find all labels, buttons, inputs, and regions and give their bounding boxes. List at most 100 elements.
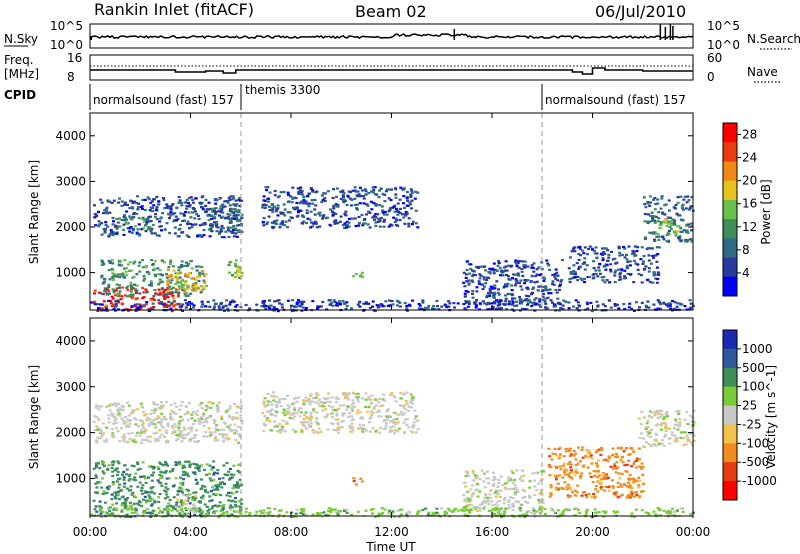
heatmap-cell xyxy=(475,290,479,293)
heatmap-cell xyxy=(176,272,179,276)
heatmap-cell xyxy=(354,483,358,486)
heatmap-cell xyxy=(678,421,682,424)
heatmap-cell xyxy=(287,219,291,222)
heatmap-cell xyxy=(407,303,411,306)
heatmap-cell xyxy=(364,509,368,512)
heatmap-cell xyxy=(196,464,200,467)
heatmap-cell xyxy=(520,469,524,472)
heatmap-cell xyxy=(654,439,658,442)
heatmap-cell xyxy=(166,440,170,443)
heatmap-cell xyxy=(507,506,511,509)
heatmap-cell xyxy=(116,493,120,496)
heatmap-cell xyxy=(125,210,129,213)
heatmap-cell xyxy=(134,291,138,294)
heatmap-cell xyxy=(383,210,387,213)
heatmap-cell xyxy=(565,468,569,471)
heatmap-cell xyxy=(638,479,641,482)
heatmap-cell xyxy=(279,405,283,408)
heatmap-cell xyxy=(652,198,655,201)
heatmap-cell xyxy=(613,257,617,260)
heatmap-cell xyxy=(168,285,172,288)
heatmap-cell xyxy=(130,493,134,496)
heatmap-cell xyxy=(574,468,578,471)
heatmap-cell xyxy=(589,455,592,458)
heatmap-cell xyxy=(401,413,405,416)
heatmap-cell xyxy=(239,502,243,505)
heatmap-cell xyxy=(616,485,620,488)
heatmap-cell xyxy=(327,506,331,510)
heatmap-cell xyxy=(388,430,392,434)
heatmap-cell xyxy=(220,505,224,508)
heatmap-cell xyxy=(341,414,345,417)
heatmap-cell xyxy=(516,490,520,493)
heatmap-cell xyxy=(486,470,490,473)
heatmap-cell xyxy=(410,223,414,226)
heatmap-cell xyxy=(181,437,185,440)
heatmap-cell xyxy=(510,294,514,297)
heatmap-cell xyxy=(221,227,225,230)
heatmap-cell xyxy=(329,510,333,513)
heatmap-cell xyxy=(174,503,178,507)
heatmap-cell xyxy=(478,490,482,493)
heatmap-cell xyxy=(187,235,191,238)
heatmap-cell xyxy=(190,509,194,512)
heatmap-cell xyxy=(98,507,102,510)
heatmap-cell xyxy=(189,508,193,511)
heatmap-cell xyxy=(548,288,552,291)
heatmap-cell xyxy=(122,223,126,226)
heatmap-cell xyxy=(218,501,222,504)
heatmap-cell xyxy=(680,205,684,208)
heatmap-cell xyxy=(404,213,407,216)
heatmap-cell xyxy=(143,477,147,480)
heatmap-cell xyxy=(298,189,302,192)
heatmap-cell xyxy=(537,499,541,502)
heatmap-cell xyxy=(371,305,374,308)
heatmap-cell xyxy=(351,402,355,405)
heatmap-cell xyxy=(309,210,313,213)
heatmap-cell xyxy=(586,456,589,459)
heatmap-cell xyxy=(692,439,696,442)
heatmap-cell xyxy=(292,305,296,308)
heatmap-cell xyxy=(338,220,342,223)
heatmap-cell xyxy=(668,511,672,514)
heatmap-cell xyxy=(538,505,542,508)
heatmap-cell xyxy=(127,432,131,435)
heatmap-cell xyxy=(467,301,471,304)
heatmap-cell xyxy=(314,396,318,399)
heatmap-cell xyxy=(237,441,241,444)
heatmap-cell xyxy=(112,289,116,292)
heatmap-cell xyxy=(464,276,468,279)
heatmap-cell xyxy=(525,308,529,311)
heatmap-cell xyxy=(383,508,387,511)
heatmap-cell xyxy=(286,404,290,407)
heatmap-cell xyxy=(418,304,422,307)
heatmap-cell xyxy=(395,219,399,222)
heatmap-cell xyxy=(584,493,588,497)
heatmap-cell xyxy=(552,303,556,306)
heatmap-cell xyxy=(332,220,336,223)
heatmap-cell xyxy=(193,436,196,439)
heatmap-cell xyxy=(98,291,101,294)
heatmap-cell xyxy=(577,252,581,256)
heatmap-cell xyxy=(166,296,170,299)
heatmap-cell xyxy=(302,220,306,223)
heatmap-cell xyxy=(309,226,313,229)
heatmap-cell xyxy=(399,392,403,395)
heatmap-cell xyxy=(95,486,99,489)
heatmap-cell xyxy=(163,508,167,511)
heatmap-cell xyxy=(333,300,337,303)
heatmap-cell xyxy=(114,497,118,500)
heatmap-cell xyxy=(335,396,339,399)
heatmap-cell xyxy=(152,401,156,404)
heatmap-cell xyxy=(230,428,234,432)
heatmap-cell xyxy=(216,488,220,491)
heatmap-cell xyxy=(630,494,634,498)
freq-tick-top: 16 xyxy=(67,51,82,65)
heatmap-cell xyxy=(471,273,475,276)
heatmap-cell xyxy=(94,224,98,227)
heatmap-cell xyxy=(197,469,201,472)
heatmap-cell xyxy=(351,418,355,421)
heatmap-cell xyxy=(169,281,173,284)
heatmap-cell xyxy=(478,273,482,276)
heatmap-cell xyxy=(170,505,174,508)
